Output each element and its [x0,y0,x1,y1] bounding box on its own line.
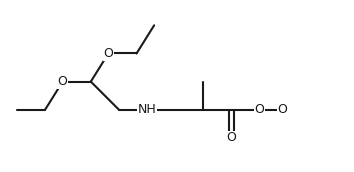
Text: NH: NH [138,103,156,116]
Text: O: O [255,103,264,116]
Text: O: O [58,75,68,88]
Text: O: O [103,47,113,60]
Text: O: O [277,103,287,116]
Text: O: O [227,131,236,144]
